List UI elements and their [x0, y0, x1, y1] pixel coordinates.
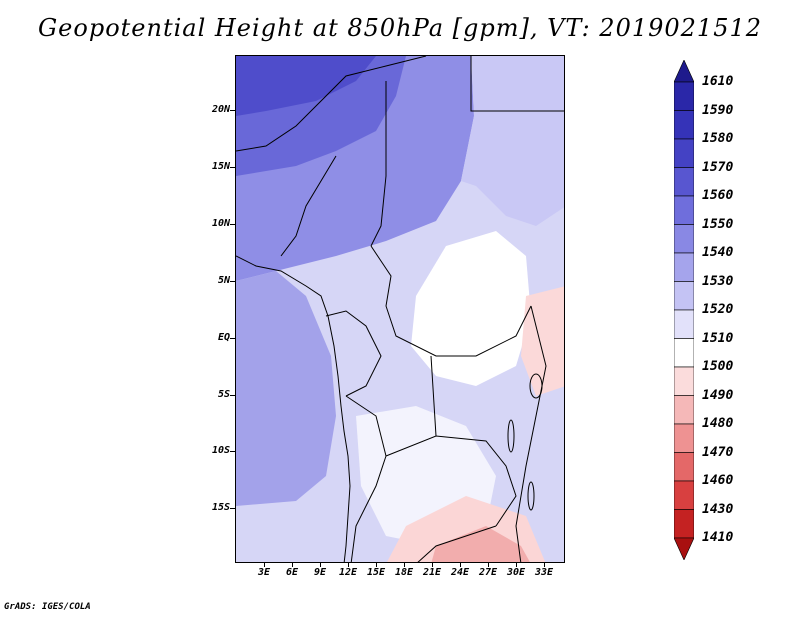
- lon-tick-mark: [376, 563, 377, 567]
- coastline: [236, 255, 351, 562]
- lat-tick-mark: [230, 281, 235, 282]
- field-1570-zone: [236, 56, 376, 116]
- colorbar-segment: [674, 338, 694, 368]
- lon-label: 27E: [478, 567, 498, 578]
- lat-label: 5N: [217, 275, 230, 286]
- lon-label: 24E: [450, 567, 470, 578]
- lat-label: EQ: [217, 332, 230, 343]
- colorbar: [674, 60, 694, 560]
- field-1510-central: [411, 231, 531, 386]
- lon-tick-mark: [264, 563, 265, 567]
- colorbar-label: 1500: [702, 359, 734, 374]
- lon-tick-mark: [516, 563, 517, 567]
- lake-malawi: [527, 481, 535, 511]
- lon-label: 33E: [534, 567, 554, 578]
- colorbar-label: 1460: [702, 473, 734, 488]
- lon-label: 15E: [366, 567, 386, 578]
- colorbar-top-arrow: [674, 60, 694, 83]
- colorbar-segment: [674, 195, 694, 225]
- lon-tick-mark: [460, 563, 461, 567]
- colorbar-bottom-arrow: [674, 537, 694, 560]
- lat-tick-mark: [230, 224, 235, 225]
- colorbar-label: 1550: [702, 216, 734, 232]
- lat-label: 5S: [217, 389, 230, 400]
- lat-label: 15S: [211, 502, 230, 513]
- lon-tick-mark: [292, 563, 293, 567]
- colorbar-label: 1570: [702, 159, 734, 175]
- country-borders: [236, 56, 564, 562]
- lon-tick-mark: [432, 563, 433, 567]
- colorbar-label: 1560: [702, 188, 734, 203]
- field-1500-east: [521, 286, 564, 396]
- colorbar-label: 1480: [702, 416, 734, 431]
- colorbar-label: 1510: [702, 330, 734, 346]
- lon-tick-mark: [404, 563, 405, 567]
- lon-label: 30E: [506, 567, 526, 578]
- map-panel: [235, 55, 565, 563]
- colorbar-label: 1610: [702, 74, 734, 89]
- colorbar-label: 1410: [702, 530, 734, 545]
- lat-label: 20N: [211, 104, 230, 115]
- colorbar-segment: [674, 423, 694, 453]
- lat-label: 15N: [211, 161, 230, 172]
- colorbar-segment: [674, 509, 694, 539]
- lon-tick-mark: [348, 563, 349, 567]
- lon-label: 6E: [285, 567, 299, 578]
- lat-tick-mark: [230, 395, 235, 396]
- lat-label: 10N: [211, 218, 230, 229]
- colorbar-segment: [674, 366, 694, 396]
- lat-tick-mark: [230, 110, 235, 111]
- colorbar-label: 1590: [702, 102, 734, 118]
- colorbar-label: 1490: [702, 387, 734, 403]
- colorbar-segment: [674, 452, 694, 482]
- colorbar-label: 1530: [702, 273, 734, 289]
- colorbar-label: 1540: [702, 245, 734, 260]
- lon-label: 12E: [338, 567, 358, 578]
- field-1490-south: [431, 526, 530, 562]
- lon-label: 3E: [257, 567, 271, 578]
- colorbar-segment: [674, 81, 694, 111]
- grads-credit: GrADS: IGES/COLA: [4, 602, 91, 612]
- map-title: Geopotential Height at 850hPa [gpm], VT:…: [38, 14, 762, 42]
- colorbar-segment: [674, 224, 694, 254]
- field-1530-east: [461, 56, 564, 226]
- lat-tick-mark: [230, 451, 235, 452]
- colorbar-label: 1580: [702, 131, 734, 146]
- colorbar-segment: [674, 281, 694, 311]
- lat-tick-mark: [230, 338, 235, 339]
- lon-label: 18E: [394, 567, 414, 578]
- lat-label: 10S: [211, 445, 230, 456]
- colorbar-segment: [674, 138, 694, 168]
- colorbar-label: 1430: [702, 501, 734, 517]
- lon-tick-mark: [320, 563, 321, 567]
- colorbar-segment: [674, 395, 694, 425]
- height-field-map: [236, 56, 564, 562]
- lon-tick-mark: [544, 563, 545, 567]
- field-1540-west: [236, 271, 336, 506]
- colorbar-segment: [674, 309, 694, 339]
- colorbar-segment: [674, 110, 694, 140]
- colorbar-label: 1520: [702, 302, 734, 317]
- lake-victoria: [529, 373, 543, 399]
- colorbar-segment: [674, 252, 694, 282]
- colorbar-segment: [674, 480, 694, 510]
- lon-tick-mark: [488, 563, 489, 567]
- colorbar-label: 1470: [702, 444, 734, 460]
- lake-tanganyika: [507, 419, 515, 453]
- lat-tick-mark: [230, 508, 235, 509]
- lat-tick-mark: [230, 167, 235, 168]
- colorbar-segment: [674, 167, 694, 197]
- lon-label: 9E: [313, 567, 327, 578]
- lon-label: 21E: [422, 567, 442, 578]
